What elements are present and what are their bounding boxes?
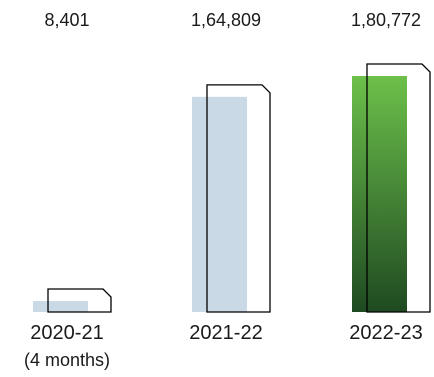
bar-outline-2 [206, 84, 271, 313]
category-label-2: 2021-22 [189, 322, 262, 344]
bar-1 [33, 301, 88, 312]
bar-outline-3 [366, 63, 431, 313]
category-label-1: 2020-21 [30, 322, 103, 344]
value-label-1: 8,401 [44, 10, 89, 30]
bar-2 [192, 96, 247, 312]
value-label-2: 1,64,809 [191, 10, 261, 30]
category-labels: 2020-21 (4 months) 2021-22 2022-23 [24, 322, 423, 370]
value-labels: 8,401 1,64,809 1,80,772 [44, 10, 421, 30]
value-label-3: 1,80,772 [351, 10, 421, 30]
category-sublabel-1: (4 months) [24, 350, 110, 370]
category-label-3: 2022-23 [349, 322, 422, 344]
bar-outline-1 [47, 288, 112, 313]
bar-3 [352, 76, 407, 312]
bars [33, 63, 431, 313]
